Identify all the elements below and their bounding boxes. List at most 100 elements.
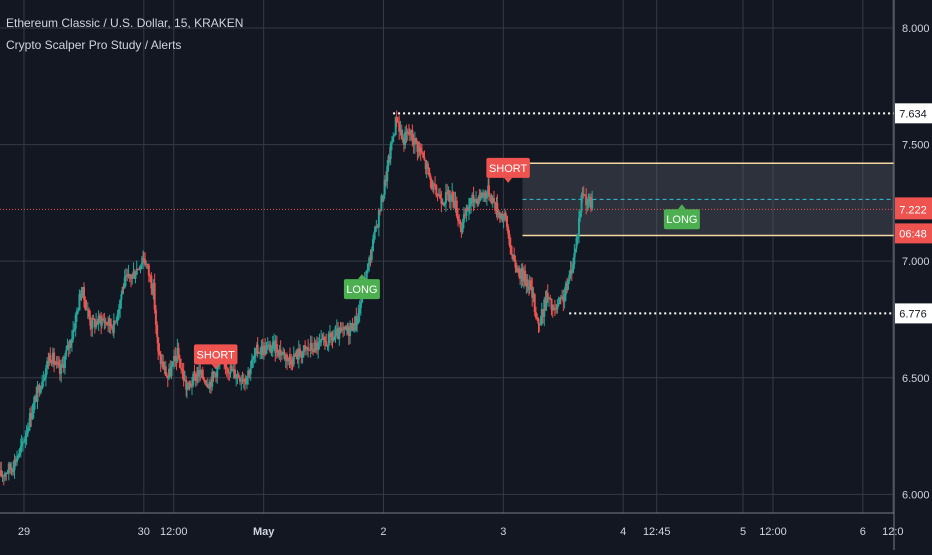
candle-body	[375, 226, 378, 228]
candle-body	[420, 152, 423, 154]
candle-body	[160, 361, 163, 365]
signal-pointer	[357, 274, 366, 280]
y-tick-label: 7.500	[902, 140, 930, 152]
candle-body	[88, 309, 91, 317]
candle-body	[447, 190, 450, 195]
candle-body	[32, 402, 35, 413]
candle-body	[238, 377, 241, 382]
candle-body	[84, 299, 87, 310]
candle-body	[301, 352, 304, 358]
candle-body	[215, 372, 218, 377]
candle-body	[63, 355, 66, 368]
candle-body	[401, 137, 404, 139]
candle-body	[479, 192, 482, 200]
candle-body	[448, 190, 451, 202]
candle-body	[546, 292, 549, 299]
level-tag[interactable]	[895, 303, 932, 324]
candle-body	[369, 257, 372, 260]
candle-body	[322, 337, 325, 340]
candle-body	[418, 146, 421, 148]
candle-body	[14, 459, 17, 463]
candle-body	[267, 344, 270, 346]
candle-body	[30, 412, 33, 420]
candle-body	[156, 324, 159, 338]
candle-body	[58, 365, 61, 374]
candle-body	[70, 339, 73, 344]
candle-body	[185, 388, 188, 390]
candle-body	[260, 346, 263, 353]
candle-body	[485, 193, 488, 199]
candle-body	[491, 197, 494, 204]
candle-body	[44, 368, 47, 378]
candle-body	[328, 332, 331, 334]
candle-body	[230, 365, 233, 372]
candle-body	[176, 347, 179, 362]
candle-body	[431, 183, 434, 190]
candle-body	[119, 299, 122, 310]
candle-body	[105, 321, 108, 325]
candle-body	[56, 361, 59, 365]
candle-body	[150, 275, 153, 289]
candle-body	[478, 196, 481, 200]
candle-body	[575, 237, 578, 249]
candle-body	[518, 268, 521, 277]
candle-body	[187, 382, 190, 389]
candle-body	[78, 294, 81, 311]
candle-body	[228, 372, 231, 374]
candle-body	[347, 326, 350, 337]
candle-body	[327, 333, 330, 346]
candle-body	[423, 157, 426, 161]
candle-body	[588, 196, 591, 199]
candle-body	[332, 337, 335, 341]
candle-body	[547, 297, 550, 299]
candle-body	[524, 270, 527, 286]
candle-body	[376, 226, 379, 228]
candle-body	[189, 383, 192, 387]
candle-body	[552, 307, 555, 311]
candle-body	[532, 294, 535, 298]
candle-body	[553, 307, 556, 309]
candle-body	[24, 436, 27, 442]
y-axis[interactable]: 8.000 7.500 7.000 6.500 6.000 7.634 6.776 7.222…	[893, 0, 932, 550]
candle-body	[521, 268, 524, 282]
candle-body	[28, 412, 31, 427]
candle-body	[562, 296, 565, 302]
candle-body	[507, 227, 510, 235]
candle-body	[140, 263, 143, 266]
candle-body	[122, 286, 125, 288]
candle-body	[164, 366, 167, 376]
candle-body	[569, 269, 572, 276]
current-price-tag[interactable]	[895, 197, 932, 220]
candle-body	[199, 370, 202, 375]
study-name[interactable]: Crypto Scalper Pro Study / Alerts	[6, 38, 182, 52]
candle-body	[275, 344, 278, 353]
candle-body	[269, 344, 272, 353]
candle-body	[536, 317, 539, 319]
candle-body	[49, 355, 52, 362]
level-tag[interactable]	[895, 103, 932, 124]
signal-text: LONG	[666, 214, 697, 226]
candle-body	[282, 351, 285, 354]
candle-body	[252, 357, 255, 360]
candle-body	[407, 131, 410, 134]
candle-body	[501, 213, 504, 220]
signal-short[interactable]: SHORT	[193, 344, 238, 370]
candle-body	[351, 323, 354, 331]
candle-body	[356, 323, 359, 326]
candle-body	[188, 382, 191, 384]
candle-body	[46, 360, 49, 369]
candle-body	[9, 463, 12, 469]
candle-body	[116, 314, 119, 321]
candle-body	[299, 348, 302, 355]
x-axis[interactable]: 29 30 12:00 May 2 3 4 12:45 5 12:00 6 12:0	[0, 512, 904, 538]
candle-body	[55, 361, 58, 365]
candle-body	[435, 185, 438, 196]
signal-short[interactable]: SHORT	[486, 157, 530, 183]
signal-long[interactable]: LONG	[663, 204, 700, 230]
candle-body	[528, 280, 531, 290]
candle-body	[425, 163, 428, 170]
candle-body	[377, 210, 380, 228]
signal-long[interactable]: LONG	[343, 274, 380, 300]
candle-body	[589, 196, 592, 209]
